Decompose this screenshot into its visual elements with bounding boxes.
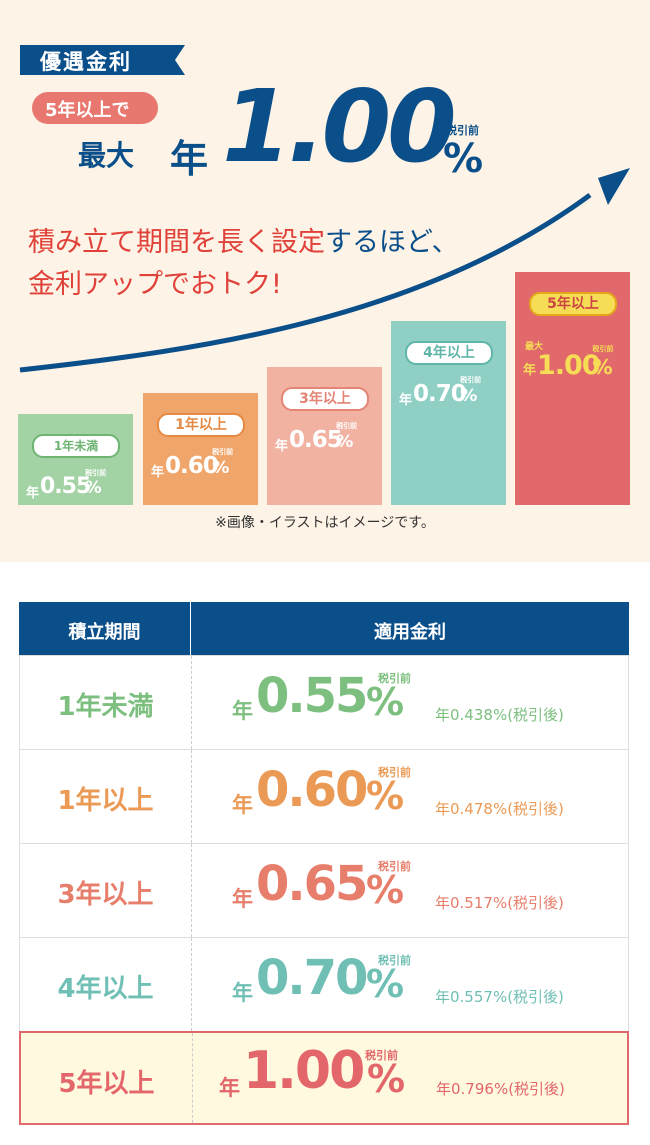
- row-after-tax: 年0.517%(税引後): [435, 894, 564, 912]
- bar: 1年未満年 0.55% 税引前: [18, 414, 133, 505]
- row-tax: 税引前: [378, 954, 411, 967]
- bar: 3年以上年 0.65% 税引前: [267, 367, 382, 505]
- tagline-red: 積み立て期間を長く設定: [28, 227, 325, 258]
- row-percent: %: [367, 1057, 406, 1101]
- row-period: 1年以上: [57, 786, 154, 816]
- row-year: 年: [232, 793, 253, 817]
- row-rate: 0.70: [256, 950, 368, 1006]
- bar-period: 4年以上: [405, 341, 493, 365]
- note: ※画像・イラストはイメージです。: [215, 515, 435, 531]
- table-row: 5年以上 年 1.00% 税引前年0.796%(税引後): [19, 1031, 629, 1125]
- arrow-line: [19, 192, 592, 373]
- bar-period: 5年以上: [529, 292, 617, 316]
- row-percent: %: [366, 680, 405, 724]
- bar-tax: 税引前: [460, 376, 482, 384]
- table-row: 1年未満 年 0.55% 税引前年0.438%(税引後): [19, 655, 629, 750]
- row-tax: 税引前: [378, 860, 411, 873]
- bar-percent: %: [85, 478, 102, 498]
- bar-rate: 0.65: [289, 427, 343, 453]
- headline-rate: 1.00: [222, 68, 457, 185]
- row-year: 年: [232, 887, 253, 911]
- bar-rate: 0.70: [413, 381, 467, 407]
- row-rate: 0.55: [256, 668, 368, 724]
- row-period: 1年未満: [57, 692, 154, 722]
- bar-percent: %: [212, 457, 230, 478]
- bar-percent: %: [460, 385, 478, 406]
- tagline-2: 金利アップでおトク!: [28, 269, 282, 300]
- cell-divider: [191, 844, 192, 937]
- condition: 5年以上で: [45, 100, 130, 121]
- table-row: 4年以上 年 0.70% 税引前年0.557%(税引後): [19, 937, 629, 1032]
- bar-max: 最大: [525, 342, 544, 352]
- table-header: 積立期間: [68, 622, 141, 643]
- condition-pill: [32, 92, 158, 124]
- bar-tax: 税引前: [212, 448, 234, 456]
- badge-shape: [20, 45, 185, 75]
- bar-rate: 0.60: [165, 453, 219, 479]
- row-tax: 税引前: [378, 766, 411, 779]
- tagline-navy: するほど、: [325, 227, 459, 258]
- bar-percent: %: [592, 355, 613, 380]
- table-header-bg: [19, 602, 629, 655]
- cell-divider: [191, 656, 192, 749]
- headline-max: 最大: [78, 139, 135, 172]
- table-row: 1年以上 年 0.60% 税引前年0.478%(税引後): [19, 749, 629, 844]
- headline-tax: 税引前: [446, 124, 479, 137]
- row-year: 年: [232, 699, 253, 723]
- row-rate: 1.00: [243, 1041, 365, 1101]
- row-percent: %: [366, 774, 405, 818]
- bar-year: 年: [275, 439, 289, 455]
- badge: 優遇金利: [40, 50, 132, 74]
- bar-year: 年: [151, 465, 165, 481]
- row-period: 3年以上: [57, 880, 154, 910]
- row-period: 5年以上: [58, 1069, 155, 1099]
- row-year: 年: [232, 981, 253, 1005]
- table-header: 適用金利: [374, 622, 446, 643]
- bar-rate: 0.55: [40, 474, 91, 499]
- arrow-layer: [19, 45, 630, 373]
- row-after-tax: 年0.438%(税引後): [435, 706, 564, 724]
- row-after-tax: 年0.796%(税引後): [436, 1080, 565, 1098]
- tagline-1: 積み立て期間を長く設定するほど、: [28, 220, 459, 259]
- table-divider: [190, 602, 191, 655]
- row-rate: 0.60: [256, 762, 368, 818]
- cell-divider: [191, 938, 192, 1031]
- row-rate: 0.65: [256, 856, 368, 912]
- bar-year: 年: [26, 485, 40, 501]
- table-row: 3年以上 年 0.65% 税引前年0.517%(税引後): [19, 843, 629, 938]
- cell-divider: [191, 750, 192, 843]
- bar-period: 1年以上: [157, 413, 245, 437]
- row-after-tax: 年0.557%(税引後): [435, 988, 564, 1006]
- bar: 5年以上最大年 1.00% 税引前: [515, 272, 630, 505]
- row-percent: %: [366, 868, 405, 912]
- bar-year: 年: [399, 393, 413, 409]
- bar: 4年以上年 0.70% 税引前: [391, 321, 506, 505]
- bar-rate: 1.00: [537, 350, 601, 381]
- row-after-tax: 年0.478%(税引後): [435, 800, 564, 818]
- headline-percent: %: [443, 136, 484, 182]
- bars: 1年未満年 0.55% 税引前 1年以上年 0.60% 税引前 3年以上年 0.65% 税引前 4…: [0, 0, 650, 562]
- bar-percent: %: [336, 431, 354, 452]
- cell-divider: [192, 1033, 193, 1123]
- row-percent: %: [366, 962, 405, 1006]
- bar-period: 3年以上: [281, 387, 369, 411]
- bar: 1年以上年 0.60% 税引前: [143, 393, 258, 505]
- row-period: 4年以上: [57, 974, 154, 1004]
- bar-tax: 税引前: [85, 469, 107, 477]
- rate-table: 積立期間 適用金利 1年未満年 0.55% 税引前 年0.438%(税引後) 1年以上年 0.…: [19, 602, 629, 1126]
- bar-year: 年: [523, 363, 537, 379]
- bar-tax: 税引前: [336, 422, 358, 430]
- row-year: 年: [219, 1076, 240, 1100]
- headline-year: 年: [170, 137, 209, 181]
- row-tax: 税引前: [365, 1049, 398, 1062]
- bar-tax: 税引前: [592, 345, 614, 353]
- row-tax: 税引前: [378, 672, 411, 685]
- bar-period: 1年未満: [32, 434, 120, 458]
- arrow-head: [598, 168, 630, 205]
